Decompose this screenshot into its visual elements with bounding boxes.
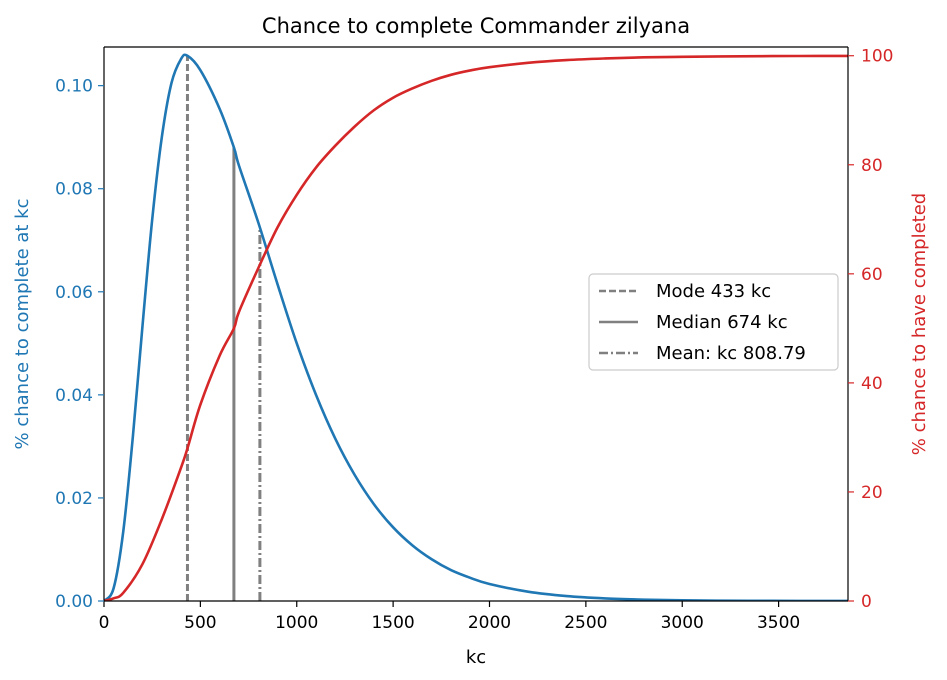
x-tick-label: 2500 — [564, 613, 607, 633]
series-line-left — [104, 53, 848, 601]
right-y-axis: 0 20 40 60 80 100 — [848, 47, 893, 612]
left-y-tick-label: 0.00 — [55, 592, 93, 612]
legend-box — [588, 273, 839, 371]
x-axis: 0 500 1000 1500 2000 2500 3000 3500 — [99, 601, 800, 633]
right-y-axis-title: % chance to have completed — [909, 193, 930, 455]
chart-title: Chance to complete Commander zilyana — [262, 14, 690, 38]
series-line-right — [104, 54, 848, 601]
x-tick-label: 0 — [99, 613, 110, 633]
x-tick-label: 1500 — [371, 613, 414, 633]
right-y-tick-label: 20 — [861, 483, 883, 503]
x-tick-label: 3500 — [757, 613, 800, 633]
legend-label: Mode 433 kc — [656, 281, 771, 302]
left-y-tick-label: 0.04 — [55, 386, 93, 406]
right-y-tick-label: 40 — [861, 374, 883, 394]
x-tick-label: 3000 — [661, 613, 704, 633]
x-tick-label: 500 — [184, 613, 216, 633]
x-axis-title: kc — [466, 647, 486, 668]
right-y-tick-label: 60 — [861, 265, 883, 285]
left-y-tick-label: 0.02 — [55, 489, 93, 509]
right-y-tick-label: 0 — [861, 592, 872, 612]
left-y-tick-label: 0.06 — [55, 283, 93, 303]
legend: Mode 433 kc Median 674 kc Mean: kc 808.79 — [588, 273, 839, 371]
legend-label: Mean: kc 808.79 — [656, 343, 806, 364]
plot-area — [103, 46, 849, 602]
left-y-axis-title: % chance to complete at kc — [12, 199, 33, 450]
x-tick-label: 2000 — [468, 613, 511, 633]
x-tick-label: 1000 — [275, 613, 318, 633]
right-y-tick-label: 100 — [861, 47, 893, 67]
right-y-tick-label: 80 — [861, 156, 883, 176]
left-y-tick-label: 0.10 — [55, 77, 93, 97]
legend-label: Median 674 kc — [656, 312, 788, 333]
left-y-axis: 0.00 0.02 0.04 0.06 0.08 0.10 — [55, 77, 104, 612]
left-y-tick-label: 0.08 — [55, 180, 93, 200]
